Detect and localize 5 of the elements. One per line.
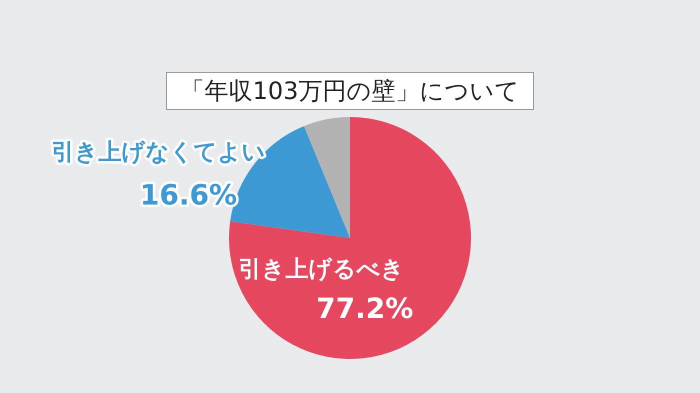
slice-label: 引き上げるべき bbox=[238, 256, 405, 283]
data-label: 77.2% bbox=[316, 292, 414, 325]
data-label: 16.6% bbox=[140, 178, 238, 212]
slice-label: 引き上げなくてよい bbox=[51, 139, 266, 166]
chart-title: 「年収103万円の壁」について bbox=[166, 72, 534, 110]
